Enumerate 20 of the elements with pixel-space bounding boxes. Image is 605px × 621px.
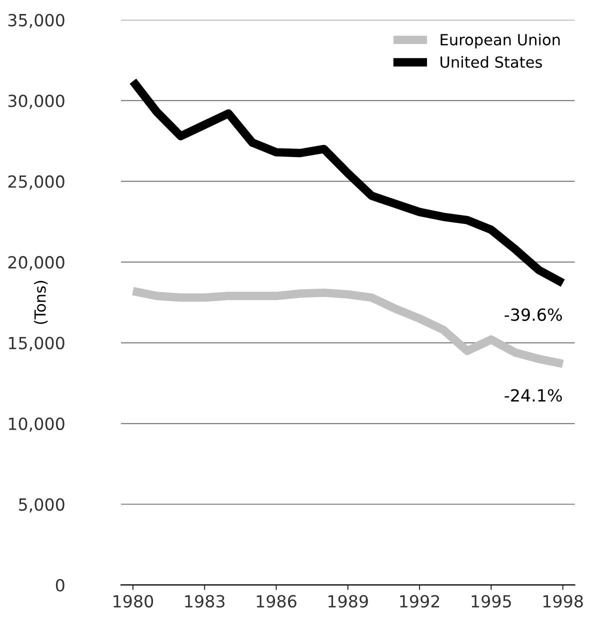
y-tick-label: 10,000 [8, 417, 64, 432]
annotation: -39.6% [504, 308, 562, 321]
y-tick-label: 0 [56, 578, 64, 592]
x-tick-label: 1989 [328, 595, 368, 608]
y-tick-label: 25,000 [8, 175, 64, 190]
legend-label: United States [440, 56, 542, 68]
x-tick-label: 1992 [400, 595, 440, 608]
y-tick-label: 15,000 [8, 336, 64, 352]
x-tick-label: 1980 [114, 595, 154, 608]
legend-label: European Union [440, 34, 560, 48]
annotation: -24.1% [504, 389, 562, 402]
y-tick-label: 35,000 [8, 14, 64, 28]
y-tick-label: 30,000 [8, 94, 64, 109]
y-axis-title: (Tons) [34, 280, 48, 324]
x-tick-label: 1986 [256, 595, 296, 608]
y-tick-label: 5,000 [19, 498, 64, 513]
y-tick-label: 20,000 [8, 256, 64, 270]
x-tick-label: 1995 [472, 595, 511, 608]
x-tick-label: 1983 [185, 595, 224, 608]
x-tick-label: 1998 [543, 595, 583, 608]
